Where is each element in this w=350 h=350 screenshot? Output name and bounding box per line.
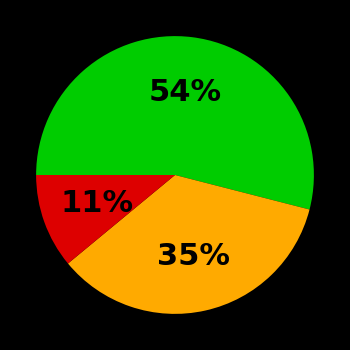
Wedge shape (68, 175, 309, 314)
Text: 11%: 11% (60, 189, 133, 218)
Text: 35%: 35% (157, 242, 230, 271)
Wedge shape (36, 36, 314, 210)
Wedge shape (36, 175, 175, 264)
Text: 54%: 54% (149, 78, 222, 107)
